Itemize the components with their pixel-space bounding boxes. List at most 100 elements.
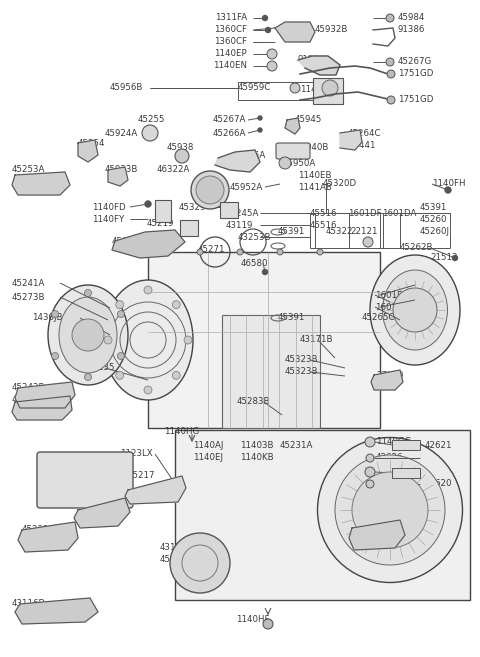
Text: 45254: 45254 xyxy=(78,139,106,148)
Circle shape xyxy=(445,187,451,193)
Ellipse shape xyxy=(370,255,460,365)
Circle shape xyxy=(51,353,59,359)
Text: 43116D: 43116D xyxy=(12,599,46,608)
Text: 1601DA: 1601DA xyxy=(375,302,409,311)
Text: 1751GD: 1751GD xyxy=(398,95,433,104)
Text: 45267A: 45267A xyxy=(213,116,246,124)
Text: 45984: 45984 xyxy=(398,14,425,22)
Circle shape xyxy=(363,237,373,247)
Text: 1140EB: 1140EB xyxy=(298,171,332,179)
Text: 45940B: 45940B xyxy=(296,143,329,152)
Text: 46322A: 46322A xyxy=(157,166,191,175)
Text: 1140EJ: 1140EJ xyxy=(193,453,223,461)
Circle shape xyxy=(265,28,271,32)
Ellipse shape xyxy=(196,176,224,204)
FancyBboxPatch shape xyxy=(276,143,310,159)
Text: 45264C: 45264C xyxy=(348,129,382,137)
Text: 45266A: 45266A xyxy=(213,129,246,137)
Text: 1601DA: 1601DA xyxy=(382,208,416,217)
Polygon shape xyxy=(285,118,300,134)
Circle shape xyxy=(258,116,262,120)
Text: 45241A: 45241A xyxy=(12,279,46,288)
Bar xyxy=(313,78,343,104)
Text: 45231A: 45231A xyxy=(280,440,313,449)
Text: 45391: 45391 xyxy=(278,313,305,323)
Polygon shape xyxy=(108,167,128,186)
Text: 1140HG: 1140HG xyxy=(164,428,199,436)
Circle shape xyxy=(84,373,92,380)
Text: 42626: 42626 xyxy=(376,453,404,463)
Text: 45260: 45260 xyxy=(420,214,447,223)
Text: 45945: 45945 xyxy=(295,116,323,124)
Circle shape xyxy=(84,290,92,296)
Text: 43113: 43113 xyxy=(160,543,188,553)
Polygon shape xyxy=(12,396,72,420)
Text: 1601DF: 1601DF xyxy=(348,208,382,217)
Text: 45924A: 45924A xyxy=(105,129,138,137)
Text: 1140GG: 1140GG xyxy=(376,438,411,447)
Text: 45245A: 45245A xyxy=(226,208,259,217)
Text: 46580: 46580 xyxy=(241,258,268,267)
Circle shape xyxy=(258,128,262,132)
Text: 1140HF: 1140HF xyxy=(236,616,269,625)
Text: 1140EP: 1140EP xyxy=(215,49,247,58)
Text: 45267G: 45267G xyxy=(398,58,432,66)
Circle shape xyxy=(267,49,277,59)
Text: 45516: 45516 xyxy=(310,221,337,229)
Circle shape xyxy=(51,311,59,317)
Circle shape xyxy=(366,480,374,488)
Text: 43171B: 43171B xyxy=(300,336,334,344)
Circle shape xyxy=(144,386,152,394)
Circle shape xyxy=(144,286,152,294)
Text: 45283B: 45283B xyxy=(237,397,271,407)
Text: 22121: 22121 xyxy=(350,227,377,237)
Polygon shape xyxy=(78,140,98,162)
Polygon shape xyxy=(15,382,75,408)
Ellipse shape xyxy=(59,297,117,373)
Text: 45952A: 45952A xyxy=(230,183,263,191)
Circle shape xyxy=(116,371,124,379)
Polygon shape xyxy=(215,150,260,172)
Text: 45957A: 45957A xyxy=(112,237,145,246)
Text: 1360CF: 1360CF xyxy=(214,26,247,35)
Text: 1311FA: 1311FA xyxy=(215,14,247,22)
Circle shape xyxy=(279,157,291,169)
Circle shape xyxy=(352,472,428,548)
Text: 45260J: 45260J xyxy=(420,227,450,235)
Text: 91386: 91386 xyxy=(398,26,425,35)
Circle shape xyxy=(118,353,124,359)
Circle shape xyxy=(172,301,180,309)
Text: 1123LX: 1123LX xyxy=(120,449,153,459)
Text: 45322: 45322 xyxy=(326,227,353,237)
Polygon shape xyxy=(125,476,186,504)
Text: 91384: 91384 xyxy=(298,55,325,64)
Text: 42621: 42621 xyxy=(425,440,453,449)
Text: 45932B: 45932B xyxy=(315,26,348,35)
Text: 45262B: 45262B xyxy=(400,244,433,252)
Polygon shape xyxy=(349,520,405,550)
Circle shape xyxy=(172,371,180,379)
Circle shape xyxy=(322,80,338,96)
Text: 37290: 37290 xyxy=(376,371,403,380)
FancyBboxPatch shape xyxy=(37,452,133,508)
Text: 1123LV: 1123LV xyxy=(358,535,390,545)
Text: 45329: 45329 xyxy=(179,202,206,212)
Polygon shape xyxy=(298,56,340,75)
Circle shape xyxy=(263,619,273,629)
Bar xyxy=(222,315,320,428)
Text: 45271: 45271 xyxy=(198,244,226,254)
Text: 45265C: 45265C xyxy=(362,313,396,323)
Text: 1140FD: 1140FD xyxy=(92,202,126,212)
Circle shape xyxy=(277,249,283,255)
Ellipse shape xyxy=(48,285,128,385)
Circle shape xyxy=(184,336,192,344)
Text: 45391: 45391 xyxy=(278,227,305,237)
Polygon shape xyxy=(371,370,403,390)
Text: 45216: 45216 xyxy=(358,524,385,533)
Polygon shape xyxy=(275,22,315,42)
Text: 42626: 42626 xyxy=(376,480,404,489)
Text: 42620: 42620 xyxy=(425,480,453,489)
Circle shape xyxy=(386,58,394,66)
Text: 45253A: 45253A xyxy=(12,166,46,175)
Text: 45950A: 45950A xyxy=(283,158,316,168)
